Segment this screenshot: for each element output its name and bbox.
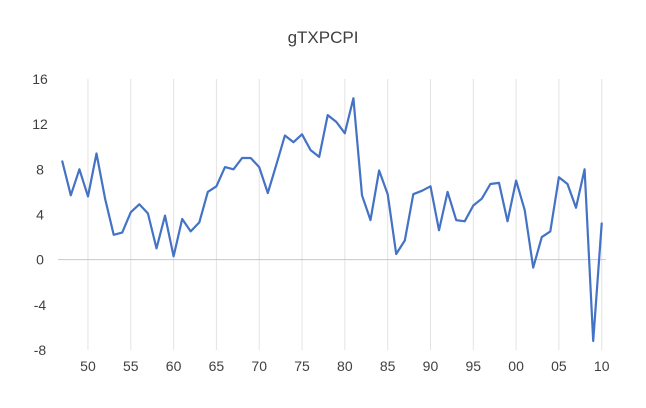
x-tick-label: 10 — [594, 358, 610, 374]
x-tick-label: 70 — [251, 358, 267, 374]
gridlines — [87, 79, 603, 350]
y-tick-label: 8 — [36, 161, 44, 177]
y-tick-label: 16 — [32, 71, 48, 87]
x-tick-label: 95 — [465, 358, 481, 374]
x-tick-label: 00 — [508, 358, 524, 374]
chart-title: gTXPCPI — [287, 28, 359, 47]
series — [61, 97, 603, 343]
series-line — [61, 97, 603, 343]
y-tick-label: -8 — [34, 342, 47, 358]
tick-labels: -8 -4 0 4 8 12 16 50 55 60 65 70 75 80 85 90 95 00 05 10 — [32, 71, 610, 374]
x-tick-label: 05 — [551, 358, 567, 374]
y-tick-label: 4 — [36, 207, 44, 223]
x-tick-label: 80 — [337, 358, 353, 374]
x-tick-label: 75 — [294, 358, 310, 374]
x-tick-label: 60 — [166, 358, 182, 374]
y-tick-label: 0 — [36, 252, 44, 268]
y-tick-label: -4 — [34, 297, 47, 313]
x-tick-label: 90 — [423, 358, 439, 374]
y-tick-label: 12 — [32, 116, 48, 132]
x-tick-label: 65 — [209, 358, 225, 374]
x-tick-label: 55 — [123, 358, 139, 374]
x-tick-label: 50 — [80, 358, 96, 374]
x-tick-label: 85 — [380, 358, 396, 374]
